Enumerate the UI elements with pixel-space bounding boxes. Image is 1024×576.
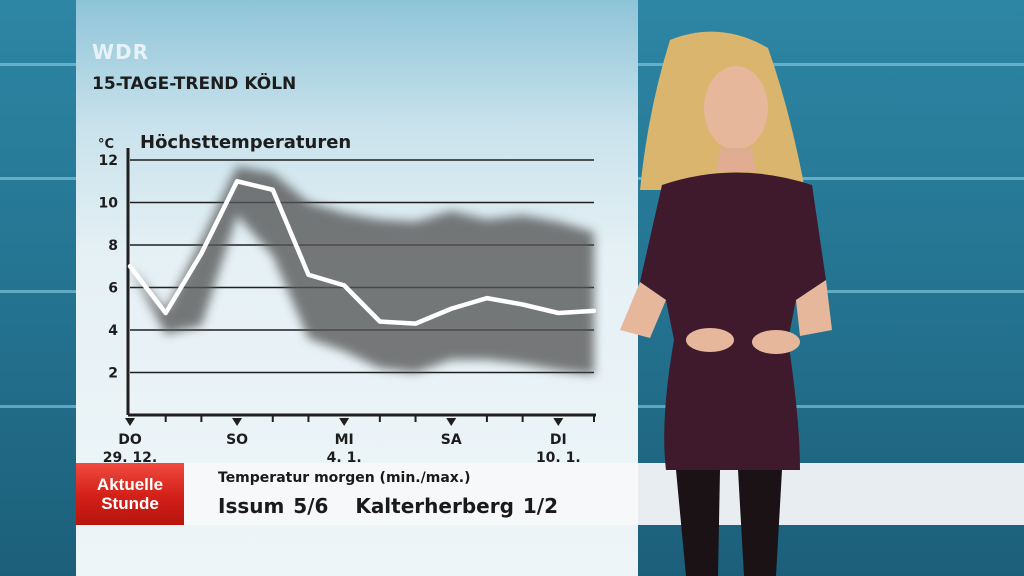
data-point <box>199 251 204 256</box>
y-tick-label: 12 <box>99 153 118 169</box>
lower-third-label: Temperatur morgen (min./max.) <box>218 470 471 486</box>
data-point <box>235 179 240 184</box>
y-tick-label: 6 <box>108 281 118 297</box>
x-tick-label: DO <box>118 432 142 448</box>
presenter-figure <box>620 31 832 576</box>
x-tick-label: SA <box>441 432 462 448</box>
lower-third-value: Issum 5/6 Kalterherberg 1/2 <box>218 494 558 518</box>
show-logo: Aktuelle Stunde <box>76 463 184 525</box>
segment-title: 15-TAGE-TREND KÖLN <box>92 74 297 94</box>
x-tick-marker <box>446 418 457 426</box>
x-tick-marker <box>339 418 350 426</box>
data-point <box>449 306 454 311</box>
y-tick-label: 8 <box>108 238 118 254</box>
data-point <box>413 321 418 326</box>
y-axis-label: °C <box>98 137 114 152</box>
chart-axes: 2 4 6 8 10 12 DO 29. 12. SO MI 4. 1. SA DI 10. 1. <box>99 148 596 466</box>
shadow-band <box>130 166 594 375</box>
y-tick-label: 10 <box>99 196 119 212</box>
y-tick-label: 4 <box>108 323 118 339</box>
x-tick-marker <box>553 418 564 426</box>
y-tick-label: 2 <box>108 366 118 382</box>
data-point <box>556 311 561 315</box>
x-tick-label: MI <box>335 432 354 448</box>
data-point <box>484 296 489 301</box>
x-tick-marker <box>125 418 135 426</box>
x-tick-label-date: 29. 12. <box>103 450 157 466</box>
temperature-line <box>127 179 597 326</box>
x-tick-marker <box>232 418 243 426</box>
data-point <box>163 311 168 315</box>
show-logo-line1: Aktuelle <box>96 475 164 494</box>
data-point <box>377 319 382 324</box>
data-point <box>128 264 132 269</box>
data-point <box>270 187 275 192</box>
x-tick-label-date: 4. 1. <box>327 450 362 466</box>
chart-title: Höchsttemperaturen <box>140 132 351 153</box>
x-tick-label-date: 10. 1. <box>536 450 581 466</box>
show-logo-line2: Stunde <box>101 494 159 513</box>
data-point <box>342 283 347 288</box>
channel-logo: WDR <box>92 40 150 64</box>
data-point <box>592 308 596 313</box>
data-point <box>306 272 311 277</box>
data-points <box>128 179 596 326</box>
x-tick-label: DI <box>550 432 567 448</box>
x-tick-label: SO <box>226 432 248 448</box>
data-point <box>520 302 525 307</box>
lower-third-bar <box>76 463 1024 525</box>
